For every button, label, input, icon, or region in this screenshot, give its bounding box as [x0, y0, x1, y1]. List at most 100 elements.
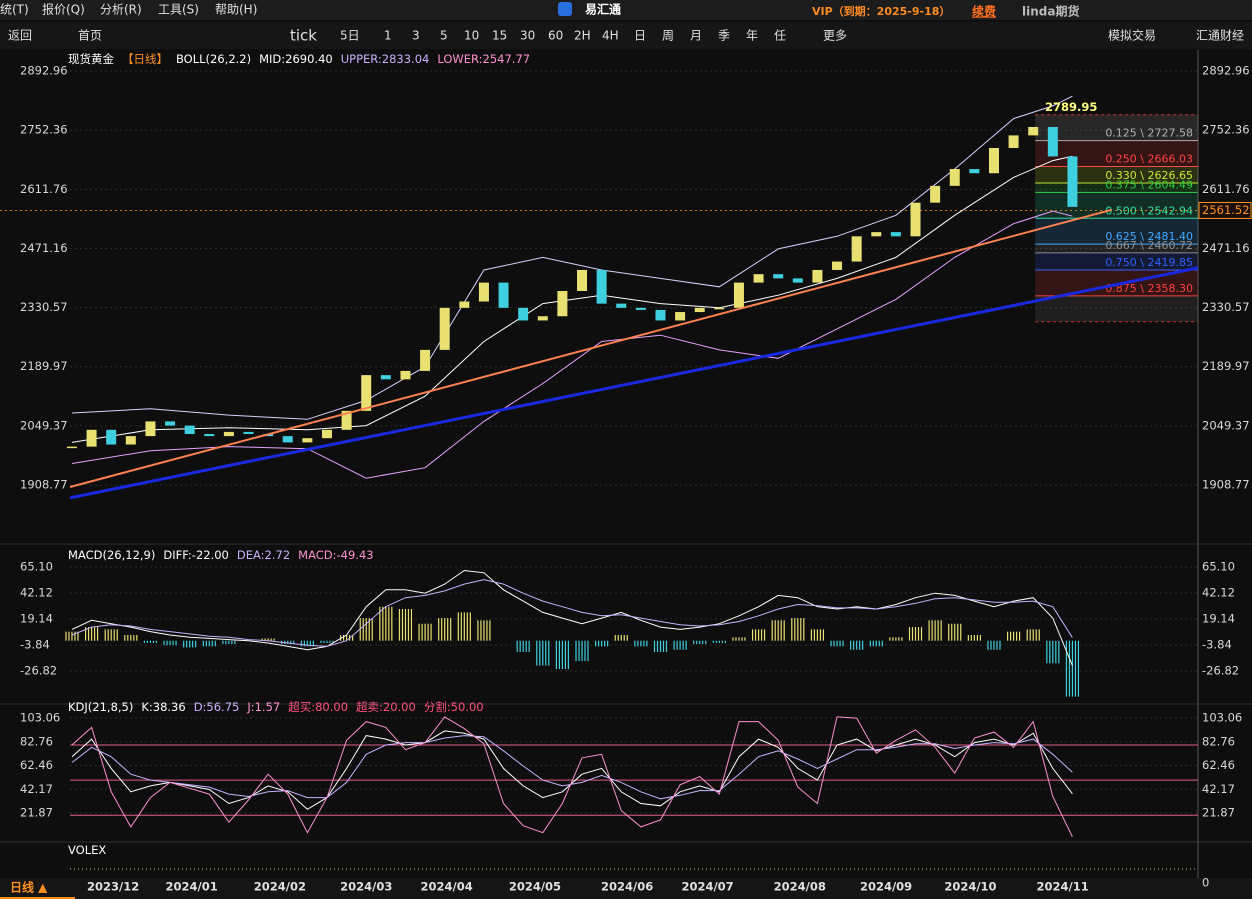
- candle: [302, 438, 313, 443]
- toolbar-item[interactable]: 首页: [78, 29, 102, 43]
- toolbar-item[interactable]: 3: [412, 29, 420, 43]
- y-tick-label-right: 2752.36: [1202, 123, 1250, 137]
- toolbar-item[interactable]: 5日: [340, 29, 360, 43]
- toolbar-item[interactable]: 季: [718, 29, 730, 43]
- x-tick-label: 2024/11: [1037, 880, 1089, 894]
- x-tick-label: 2023/12: [87, 880, 139, 894]
- y-tick-label: 103.06: [20, 711, 60, 725]
- candle: [949, 169, 960, 186]
- candle: [282, 436, 293, 443]
- toolbar-item[interactable]: 4H: [602, 29, 619, 43]
- header-item: DEA:2.72: [237, 548, 290, 562]
- last-price: 2561.52: [1202, 203, 1250, 217]
- toolbar-item[interactable]: 5: [440, 29, 448, 43]
- y-tick-label-right: 103.06: [1202, 711, 1242, 725]
- candle: [498, 282, 509, 308]
- fib-band: [1035, 183, 1198, 193]
- header-item: 【日线】: [122, 52, 168, 66]
- toolbar-item[interactable]: 10: [464, 29, 479, 43]
- toolbar-item[interactable]: 周: [662, 29, 674, 43]
- header-item: LOWER:2547.77: [437, 52, 530, 66]
- toolbar-item[interactable]: 日: [634, 29, 646, 43]
- y-tick-label-right: 1908.77: [1202, 477, 1250, 491]
- boll-line: [71, 95, 1073, 420]
- toolbar-item[interactable]: 汇通财经: [1196, 29, 1244, 43]
- toolbar-item[interactable]: 任: [774, 29, 786, 43]
- x-tick-label: 2024/02: [254, 880, 306, 894]
- kdj-line: [71, 735, 1073, 800]
- x-tick-label: 2024/03: [340, 880, 392, 894]
- y-tick-label: 2049.37: [20, 418, 68, 432]
- y-tick-label: 2189.97: [20, 359, 68, 373]
- fib-band: [1035, 252, 1198, 271]
- y-tick-label-right: 2189.97: [1202, 359, 1250, 373]
- candle: [459, 301, 470, 308]
- fib-label: 0.667 \ 2460.72: [1105, 239, 1193, 252]
- candle: [243, 431, 254, 435]
- menu-item[interactable]: 帮助(H): [215, 3, 257, 17]
- header-item: 现货黄金: [68, 52, 114, 66]
- menu-item[interactable]: 工具(S): [158, 3, 199, 17]
- y-tick-label: 42.17: [20, 782, 53, 796]
- toolbar-item[interactable]: 月: [690, 29, 702, 43]
- indicator-header: 现货黄金 【日线】 BOLL(26,2.2) MID:2690.40 UPPER:283…: [68, 52, 530, 66]
- indicator-header: KDJ(21,8,5) K:38.36 D:56.75 J:1.57 超买:80.00 超…: [68, 700, 484, 714]
- time-bar: [0, 878, 1252, 899]
- fib-label: 0.875 \ 2358.30: [1105, 282, 1193, 295]
- candle: [420, 349, 431, 371]
- boll-line: [71, 210, 1073, 479]
- y-tick-label: 2611.76: [20, 182, 68, 196]
- candle: [1008, 135, 1019, 148]
- toolbar-item[interactable]: 年: [746, 29, 758, 43]
- kdj-line: [71, 716, 1073, 838]
- toolbar-item[interactable]: 60: [548, 29, 563, 43]
- toolbar: [0, 22, 1252, 49]
- y-tick-label-right: 21.87: [1202, 806, 1235, 820]
- y-tick-label-right: 42.17: [1202, 782, 1235, 796]
- x-tick-label: 2024/08: [774, 880, 826, 894]
- toolbar-item[interactable]: 1: [384, 29, 392, 43]
- user: linda期货: [1022, 4, 1079, 19]
- toolbar-item[interactable]: 2H: [574, 29, 591, 43]
- menu-item[interactable]: 分析(R): [100, 3, 142, 17]
- candle: [988, 148, 999, 174]
- toolbar-item[interactable]: 30: [520, 29, 535, 43]
- y-tick-label: 42.12: [20, 586, 53, 600]
- candle: [184, 425, 195, 435]
- candle: [165, 421, 176, 426]
- toolbar-item[interactable]: 更多: [823, 29, 847, 43]
- y-tick-label-right: 62.46: [1202, 758, 1235, 772]
- header-item: MACD:-49.43: [298, 548, 373, 562]
- period-tab[interactable]: 日线 ▲: [10, 880, 48, 895]
- menu-item[interactable]: 统(T): [0, 3, 29, 17]
- candle: [871, 232, 882, 237]
- toolbar-item[interactable]: 返回: [8, 29, 32, 43]
- toolbar-item[interactable]: 15: [492, 29, 507, 43]
- renew[interactable]: 续费: [972, 4, 996, 19]
- logo-icon: [558, 2, 572, 16]
- menu-item[interactable]: 报价(Q): [42, 2, 85, 17]
- candle: [204, 434, 215, 437]
- fib-band: [1035, 140, 1198, 167]
- header-item: MACD(26,12,9): [68, 548, 155, 562]
- toolbar-item[interactable]: tick: [290, 27, 317, 45]
- candle: [694, 307, 705, 313]
- last-price-box: [1198, 201, 1252, 219]
- y-tick-label: -3.84: [20, 638, 50, 652]
- x-tick-label: 2024/07: [681, 880, 733, 894]
- candle: [675, 312, 686, 321]
- header-item: 超卖:20.00: [356, 700, 416, 714]
- header-item: VOLEX: [68, 843, 106, 857]
- y-tick-label-right: 82.76: [1202, 734, 1235, 748]
- y-tick-label: 82.76: [20, 734, 53, 748]
- header-item: 超买:80.00: [288, 700, 348, 714]
- header-item: 分割:50.00: [424, 700, 484, 714]
- trendline: [69, 208, 1112, 488]
- y-tick-label-right: 2471.16: [1202, 241, 1250, 255]
- candle: [223, 431, 234, 437]
- fib-label: 0.375 \ 2604.49: [1105, 178, 1193, 191]
- candle: [361, 375, 372, 411]
- y-tick-label: -26.82: [20, 664, 57, 678]
- toolbar-item[interactable]: 模拟交易: [1108, 28, 1156, 43]
